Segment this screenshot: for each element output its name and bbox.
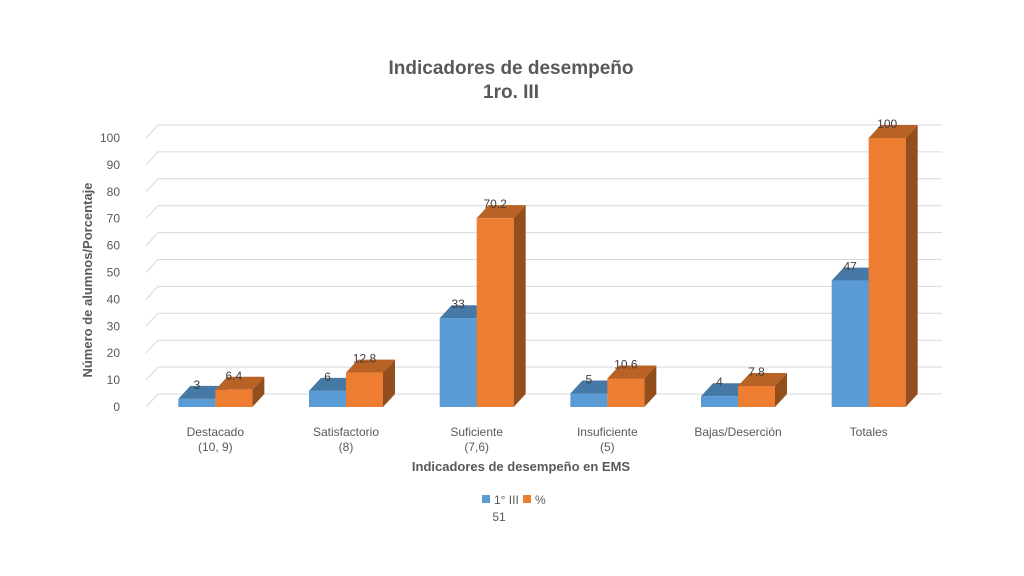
chart-title-line1: Indicadores de desempeño [389, 58, 634, 79]
gridline [145, 205, 942, 220]
bar-top [309, 377, 358, 391]
x-category-label: Totales [850, 425, 888, 439]
gridline [145, 312, 942, 327]
bar-front [607, 378, 645, 407]
bar-top [738, 373, 787, 387]
x-category-label: Insuficiente [577, 425, 638, 439]
x-category-sublabel: (5) [600, 440, 615, 454]
gridline [145, 285, 942, 300]
gridline [145, 393, 942, 408]
data-label: 33 [451, 297, 465, 311]
data-label: 70.2 [483, 197, 507, 211]
y-tick-label: 20 [107, 346, 121, 360]
y-tick-label: 100 [100, 131, 120, 145]
bar-front [738, 386, 775, 407]
data-label: 5 [585, 373, 592, 387]
gridline [145, 232, 942, 246]
bar-front [178, 398, 216, 407]
bar-porcentaje [607, 365, 657, 407]
bar-front [346, 372, 383, 407]
bar-top [868, 125, 918, 138]
x-axis-title: Indicadores de desempeño en EMS [412, 459, 630, 474]
bar-top [607, 365, 657, 379]
bar-front [215, 389, 253, 407]
bar-side [905, 125, 918, 407]
bar-top [178, 385, 228, 399]
bar-front [868, 138, 906, 407]
bar-top [346, 359, 395, 373]
bar-side [252, 376, 265, 407]
y-tick-label: 30 [107, 319, 121, 333]
legend-note: 51 [492, 510, 506, 524]
legend: 1° III % 51 [482, 493, 546, 524]
data-label: 4 [716, 375, 723, 389]
gridline [145, 366, 942, 381]
gridline [145, 259, 942, 273]
data-label: 6.4 [225, 369, 242, 383]
y-tick-label: 40 [107, 292, 121, 306]
bar-top [476, 205, 526, 219]
y-tick-label: 60 [107, 239, 121, 253]
bar-front [439, 318, 477, 407]
legend-swatch-series-1 [482, 495, 490, 503]
bar-front [701, 396, 738, 407]
y-tick-label: 50 [107, 266, 121, 280]
legend-swatch-series-2 [523, 495, 531, 503]
gridline [145, 151, 942, 166]
bar-top [439, 305, 489, 319]
y-tick-label: 0 [113, 400, 120, 414]
bar-alumnos [309, 377, 358, 407]
bar-side [644, 365, 657, 407]
data-label: 3 [193, 378, 200, 392]
bar-side [513, 205, 526, 407]
bar-porcentaje [476, 205, 526, 407]
chart-title-line2: 1ro. III [483, 82, 539, 103]
bar-porcentaje [215, 376, 265, 407]
legend-label-series-1: 1° III [494, 493, 519, 507]
y-tick-label: 80 [107, 185, 121, 199]
y-axis-title: Número de alumnos/Porcentaje [80, 182, 95, 377]
bar-porcentaje [346, 359, 395, 407]
data-labels: 3 6.4 6 12.8 33 70.2 5 10.6 4 7.8 47 100 [193, 117, 897, 392]
bar-porcentaje [868, 125, 918, 407]
x-category-label: Suficiente [450, 425, 503, 439]
bar-top [701, 383, 750, 397]
x-category-sublabel: (7,6) [464, 440, 489, 454]
bar-side [383, 359, 395, 407]
bar-porcentaje [738, 373, 787, 407]
data-label: 6 [324, 370, 331, 384]
gridline [145, 178, 942, 193]
y-tick-label: 90 [107, 158, 121, 172]
x-axis-categories: Destacado(10, 9) Satisfactorio(8) Suficien… [187, 425, 888, 454]
bar-top [570, 380, 620, 394]
x-category-label: Bajas/Deserción [694, 425, 781, 439]
bar-front [570, 393, 608, 407]
data-label: 12.8 [353, 352, 377, 366]
y-tick-label: 70 [107, 212, 121, 226]
data-label: 100 [877, 117, 897, 131]
x-category-sublabel: (8) [339, 440, 354, 454]
bar-top [831, 267, 881, 281]
x-category-sublabel: (10, 9) [198, 440, 233, 454]
bar-side [775, 373, 787, 407]
gridline [145, 124, 942, 139]
data-label: 10.6 [614, 357, 638, 371]
x-category-label: Satisfactorio [313, 425, 379, 439]
bar-top [215, 376, 265, 390]
x-category-label: Destacado [187, 425, 245, 439]
data-label: 47 [843, 260, 857, 274]
gridline [145, 339, 942, 354]
y-tick-label: 10 [107, 373, 121, 387]
bar-front [476, 218, 514, 407]
legend-label-series-2: % [535, 493, 546, 507]
y-axis-ticks: 0 10 20 30 40 50 60 70 80 90 100 [100, 131, 120, 414]
bar-front [831, 280, 869, 407]
bars [178, 125, 918, 407]
data-label: 7.8 [748, 365, 765, 379]
bar-front [309, 390, 346, 407]
gridlines [145, 124, 942, 408]
